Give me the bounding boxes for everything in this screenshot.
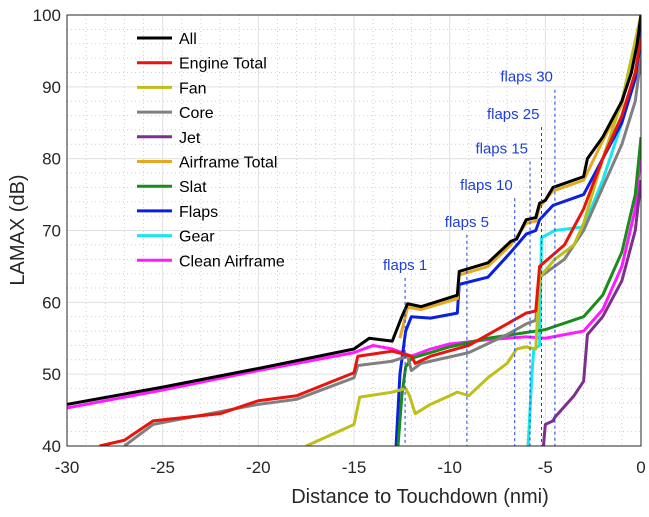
y-tick-label: 50 bbox=[42, 365, 61, 384]
x-tick-label: 0 bbox=[636, 458, 645, 477]
x-tick-label: -15 bbox=[342, 458, 367, 477]
x-tick-label: -25 bbox=[150, 458, 175, 477]
legend-label: Slat bbox=[179, 179, 207, 196]
series-line bbox=[67, 15, 641, 406]
annotation-label: flaps 30 bbox=[500, 69, 553, 86]
y-tick-label: 70 bbox=[42, 222, 61, 241]
series-line bbox=[305, 15, 641, 446]
series-line bbox=[123, 57, 641, 446]
axes-box bbox=[66, 14, 642, 447]
legend-label: Clean Airframe bbox=[179, 253, 285, 270]
annotation-label: flaps 15 bbox=[475, 141, 528, 158]
x-tick-label: -30 bbox=[55, 458, 80, 477]
series-line bbox=[398, 15, 641, 339]
legend-label: Core bbox=[179, 105, 214, 122]
series-group bbox=[67, 15, 641, 446]
x-tick-label: -10 bbox=[437, 458, 462, 477]
y-tick-label: 90 bbox=[42, 78, 61, 97]
y-axis-label: LAMAX (dB) bbox=[7, 174, 29, 285]
y-tick-label: 40 bbox=[42, 437, 61, 456]
x-axis-label: Distance to Touchdown (nmi) bbox=[291, 486, 549, 508]
series-line bbox=[396, 136, 641, 446]
x-tick-label: -20 bbox=[246, 458, 271, 477]
legend-label: Engine Total bbox=[179, 56, 267, 73]
series-line bbox=[541, 180, 641, 446]
legend-label: Jet bbox=[179, 130, 201, 147]
legend-label: Gear bbox=[179, 229, 215, 246]
x-tick-label: -5 bbox=[538, 458, 553, 477]
legend-label: All bbox=[179, 31, 197, 48]
y-tick-label: 80 bbox=[42, 150, 61, 169]
annotation-label: flaps 10 bbox=[460, 177, 513, 194]
legend-label: Fan bbox=[179, 80, 207, 97]
annotation-label: flaps 5 bbox=[445, 214, 489, 231]
legend-label: Airframe Total bbox=[179, 155, 277, 172]
series-line bbox=[99, 36, 641, 446]
annotation-label: flaps 25 bbox=[487, 106, 540, 123]
y-tick-label: 100 bbox=[33, 6, 61, 25]
y-tick-label: 60 bbox=[42, 293, 61, 312]
legend-label: Flaps bbox=[179, 204, 218, 221]
annotation-label: flaps 1 bbox=[383, 257, 427, 274]
